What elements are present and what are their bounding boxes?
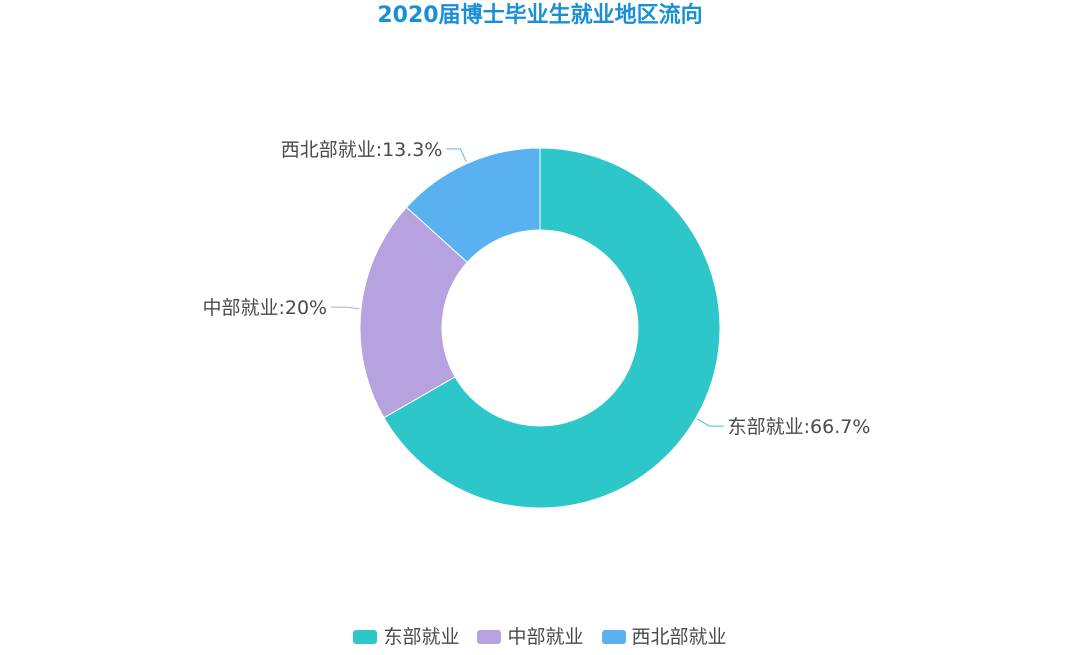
labels-layer: 东部就业:66.7% 中部就业:20% 西北部就业:13.3% xyxy=(202,139,870,438)
chart-title: 2020届博士毕业生就业地区流向 xyxy=(377,3,703,28)
legend-item-northwest[interactable]: 西北部就业 xyxy=(601,624,727,650)
leader-line-central xyxy=(331,306,360,310)
legend-label-central: 中部就业 xyxy=(507,626,584,648)
slices-layer xyxy=(359,147,721,509)
slice-label-central: 中部就业:20% xyxy=(202,297,327,319)
slice-label-east: 东部就业:66.7% xyxy=(728,416,871,438)
legend: 东部就业 中部就业 西北部就业 xyxy=(0,624,1080,650)
legend-item-central[interactable]: 中部就业 xyxy=(477,624,584,650)
legend-swatch-central xyxy=(477,630,502,644)
legend-swatch-northwest xyxy=(601,630,626,644)
legend-item-east[interactable]: 东部就业 xyxy=(353,624,459,650)
leader-line-east xyxy=(697,418,724,427)
slice-central[interactable] xyxy=(359,206,469,419)
slice-northwest[interactable] xyxy=(405,147,541,263)
legend-swatch-east xyxy=(353,630,378,644)
leader-line-northwest xyxy=(446,148,467,162)
slice-label-northwest: 西北部就业:13.3% xyxy=(281,139,443,161)
slice-east[interactable] xyxy=(383,147,721,509)
legend-label-northwest: 西北部就业 xyxy=(631,626,727,648)
legend-label-east: 东部就业 xyxy=(383,626,460,648)
